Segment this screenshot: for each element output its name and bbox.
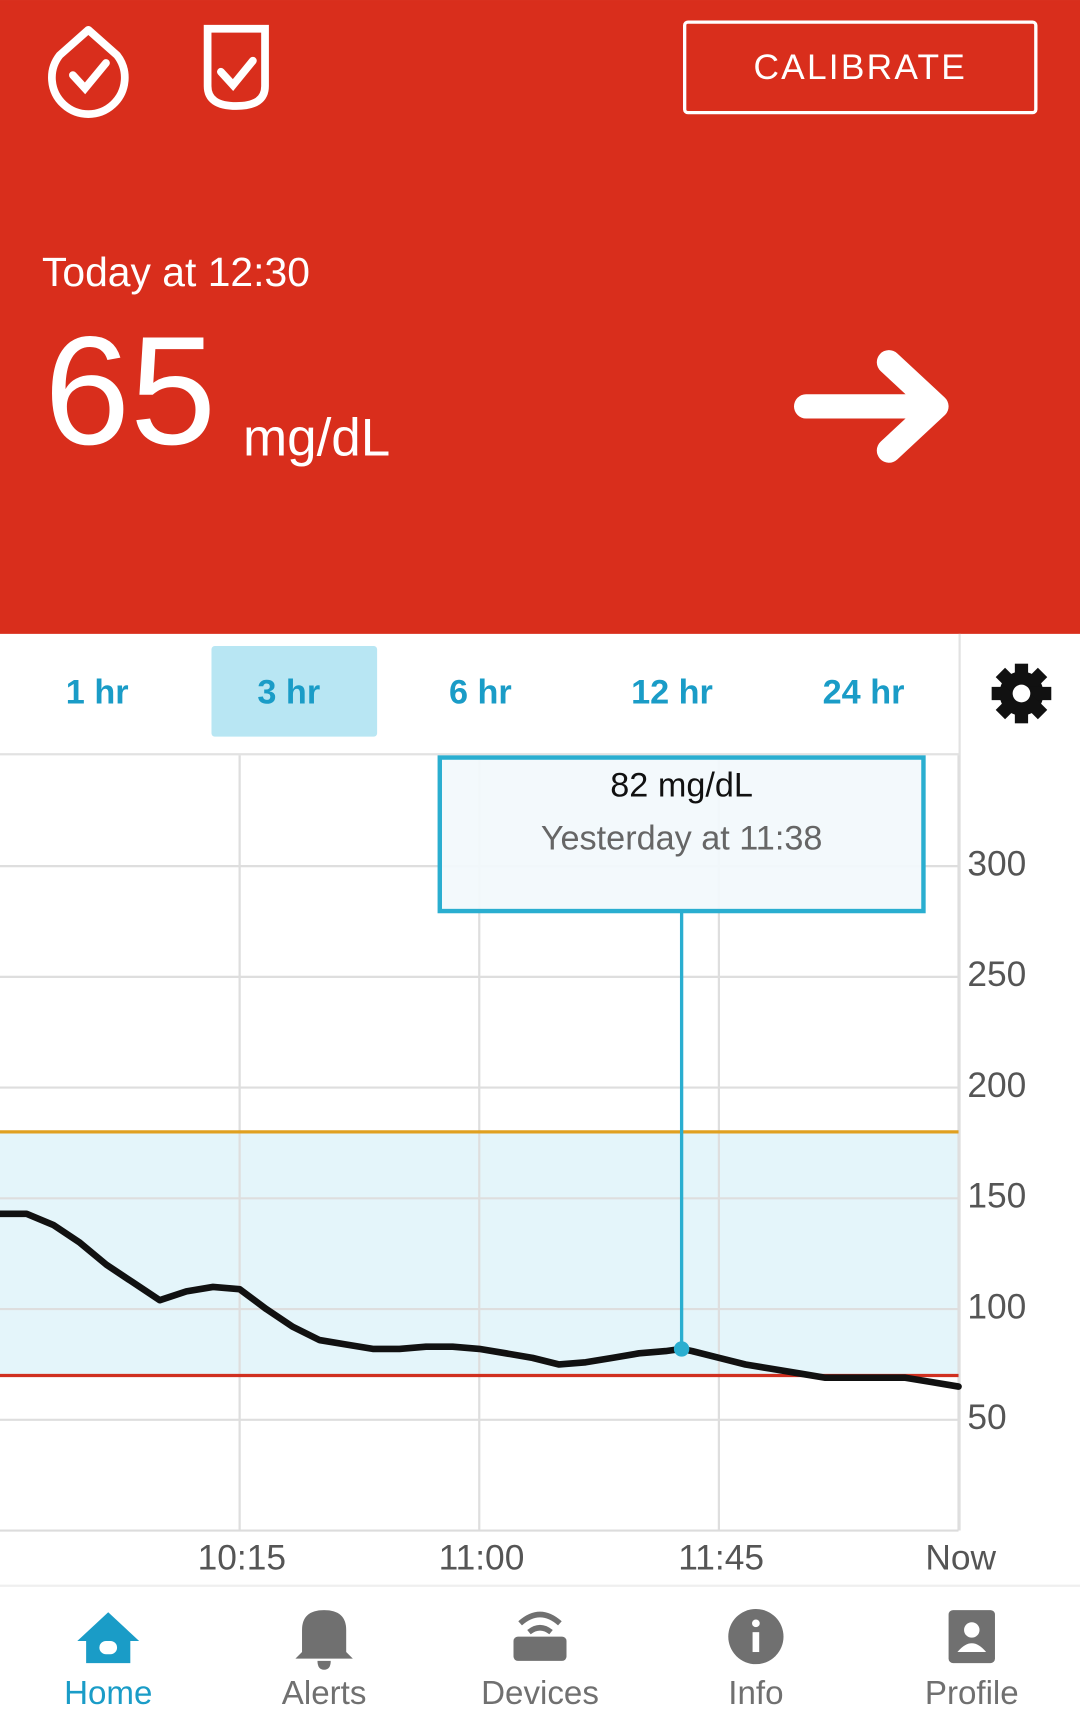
sensor-status-icon [203,24,269,110]
nav-label: Home [64,1675,152,1712]
x-tick-label: 11:45 [678,1539,764,1578]
calibrate-label: CALIBRATE [753,48,967,87]
home-icon [77,1612,140,1664]
drop-status-icon [48,25,129,118]
info-stem [752,1632,760,1653]
profile-head [964,1622,980,1638]
router-icon [513,1636,567,1661]
nav-item[interactable]: Info [728,1608,784,1712]
x-tick-label: 10:15 [198,1539,286,1578]
y-tick-label: 100 [967,1287,1026,1326]
router-waves [518,1611,562,1635]
nav-item[interactable]: Devices [481,1611,599,1712]
reading-unit: mg/dL [243,409,390,468]
time-range-tab[interactable]: 1 hr [66,674,129,712]
tooltip-box [437,755,926,914]
bell-icon [295,1610,353,1670]
y-tick-label: 250 [967,955,1026,994]
nav-item[interactable]: Profile [925,1610,1019,1712]
nav-item[interactable]: Home [64,1612,152,1712]
nav-label: Profile [925,1675,1019,1712]
reading-time: Today at 12:30 [42,249,310,295]
time-range-tab[interactable]: 6 hr [449,674,512,712]
x-tick-label: 11:00 [439,1539,525,1578]
nav-item[interactable]: Alerts [282,1610,367,1712]
nav-label: Info [728,1675,783,1712]
trend-arrow [793,350,949,463]
header-bg [0,0,1080,634]
time-range-tab[interactable]: 3 hr [257,674,320,712]
calibrate-button[interactable] [683,20,1038,115]
reading-value: 65 [44,304,216,477]
tooltip-point [673,1341,690,1357]
tab-selected-bg [211,646,378,737]
nav-label: Alerts [282,1675,367,1712]
nav-label: Devices [481,1675,599,1712]
tooltip-time: Yesterday at 11:38 [541,819,823,857]
tooltip-value: 82 mg/dL [610,766,753,804]
time-range-tab[interactable]: 12 hr [631,674,713,712]
y-tick-label: 50 [967,1398,1006,1437]
y-tick-label: 200 [967,1066,1026,1105]
x-tick-label: Now [925,1539,996,1578]
home-door [99,1640,118,1655]
settings-icon[interactable] [991,663,1052,724]
profile-body [957,1643,987,1653]
y-tick-label: 300 [967,844,1026,883]
info-dot [752,1619,760,1628]
glucose-line [0,1210,962,1390]
y-tick-label: 150 [967,1177,1026,1216]
time-range-tab[interactable]: 24 hr [823,674,905,712]
